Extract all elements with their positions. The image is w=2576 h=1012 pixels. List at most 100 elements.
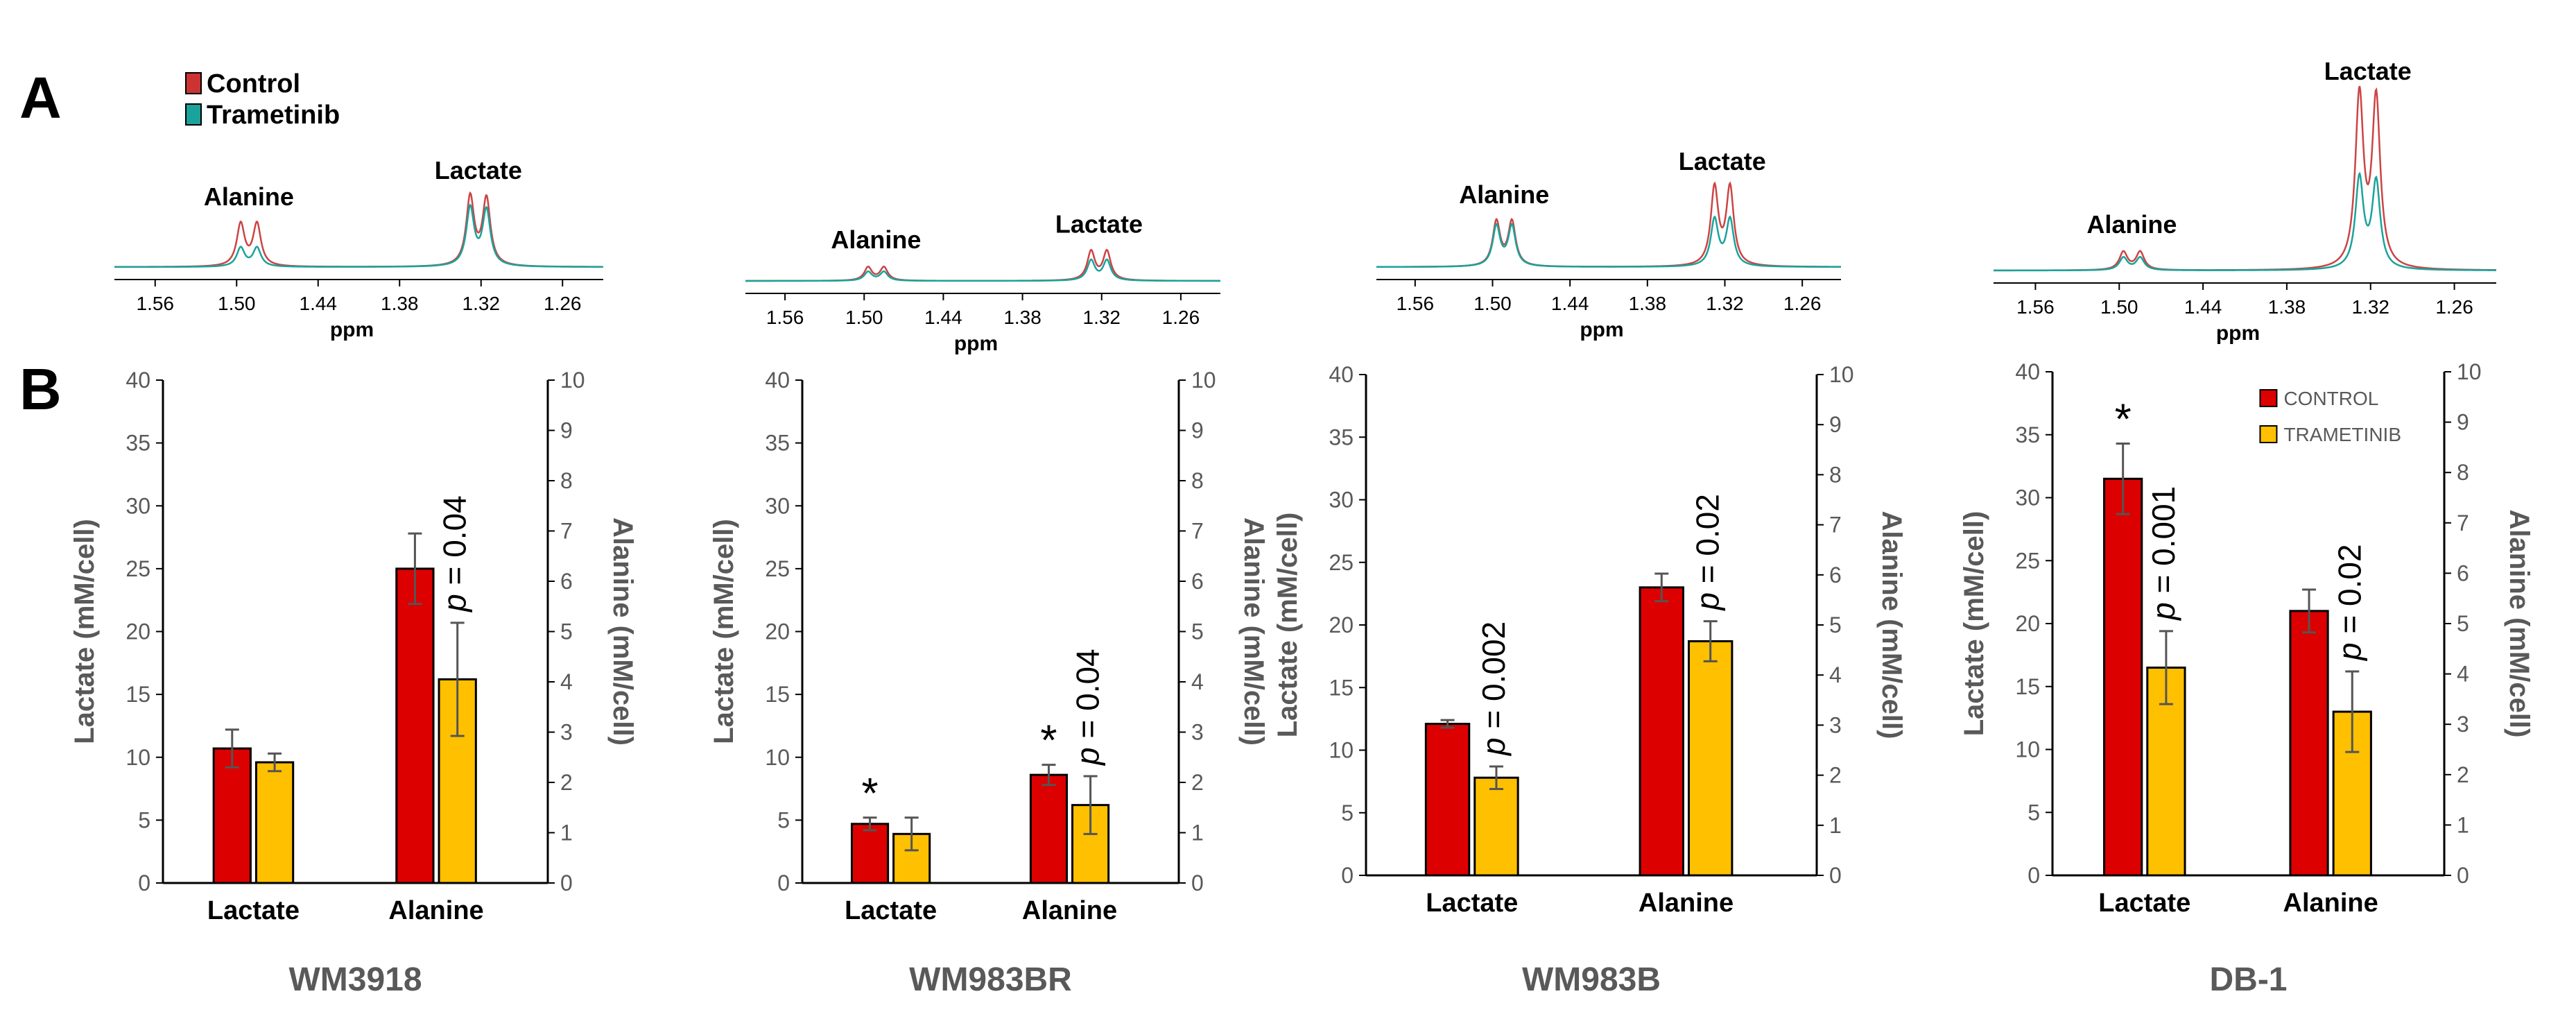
spectrum-tick-label: 1.50 [1473,293,1512,314]
y-tick-label-right: 2 [1829,763,1842,788]
y-tick-label-left: 0 [777,871,790,895]
peak-label-lactate: Lactate [435,156,522,185]
spectrum-WM983BR: 1.56 1.50 1.44 1.38 1.32 1.26 ppm Alanine Lactat… [745,209,1220,355]
p-value-symbol: p [1070,747,1106,766]
y-tick-label-left: 25 [1329,550,1354,575]
y-tick-label-right: 4 [1829,662,1842,687]
y-tick-label-left: 10 [1329,738,1354,763]
spectrum-tick-label: 1.32 [1706,293,1744,314]
p-value-number: = 0.04 [437,495,473,594]
p-value-symbol: p [1690,592,1726,612]
y-tick-label-right: 10 [1829,362,1854,387]
y-tick-label-right: 9 [1191,418,1204,443]
spectrum-tick-label: 1.44 [2184,296,2222,318]
y-tick-label-right: 10 [2457,359,2482,384]
y-tick-label-right: 3 [560,720,573,745]
p-value-number: = 0.02 [1690,494,1726,592]
spectrum-tick-label: 1.26 [544,293,582,314]
chart-title: DB-1 [2209,961,2287,998]
spectrum-tick-label: 1.38 [381,293,419,314]
spectrum-line-control [114,191,603,268]
category-label-alanine: Alanine [1639,889,1734,918]
category-label-lactate: Lactate [1426,889,1518,918]
spectrum-line-trametinib [1994,171,2496,272]
y-tick-label-right: 2 [560,770,573,795]
spectrum-line-trametinib [114,203,603,268]
y-tick-label-left: 35 [2015,422,2040,447]
spectrum-line-control [1376,181,1841,268]
y-tick-label-left: 25 [126,556,150,581]
y-tick-label-right: 6 [2457,560,2469,585]
spectrum-tick-label: 1.56 [137,293,175,314]
p-value-symbol: p [2145,602,2181,621]
y-tick-label-left: 0 [138,871,150,895]
spectrum-tick-label: 1.56 [766,307,804,328]
significance-asterisk: * [2115,395,2132,443]
spectrum-tick-label: 1.32 [463,293,501,314]
y-tick-label-right: 4 [1191,669,1204,694]
y-tick-label-left: 5 [2028,800,2040,825]
legend-label-trametinib: Trametinib [207,101,340,130]
spectrum-xlabel: ppm [1580,318,1623,341]
y-tick-label-right: 0 [2457,863,2469,888]
spectrum-WM3918: 1.56 1.50 1.44 1.38 1.32 1.26 ppm Alanine Lactat… [114,156,603,341]
y-tick-label-left: 35 [765,431,790,456]
spectrum-tick-label: 1.26 [1783,293,1822,314]
y-tick-label-right: 7 [2457,511,2469,535]
category-label-alanine: Alanine [1022,896,1117,925]
spectrum-line-control [1994,85,2497,272]
spectrum-tick-label: 1.26 [1162,307,1200,328]
y-axis-label-left: Lactate (mM/cell) [1272,513,1303,738]
y-axis-label-right: Alanine (mM/cell) [1876,511,1907,739]
y-tick-label-left: 20 [1329,612,1354,637]
y-tick-label-right: 8 [560,468,573,493]
spectrum-tick-label: 1.26 [2435,296,2473,318]
y-tick-label-right: 9 [1829,412,1842,437]
peak-label-alanine: Alanine [831,225,921,254]
legend-label-trametinib: TRAMETINIB [2283,424,2401,445]
y-tick-label-right: 6 [560,569,573,594]
spectrum-tick-label: 1.50 [2100,296,2138,318]
y-tick-label-right: 1 [560,821,573,846]
panel-label-a: A [19,65,62,130]
legend-swatch-trametinib [185,103,202,126]
y-tick-label-right: 10 [560,368,585,393]
chart-title: WM3918 [288,961,422,998]
p-value-label: p = 0.04 [437,495,473,613]
chart-title: WM983BR [909,961,1072,998]
y-tick-label-left: 5 [138,807,150,832]
spectra-layer: 1.56 1.50 1.44 1.38 1.32 1.26 ppm Alanine Lactat… [114,57,2497,355]
y-tick-label-left: 40 [126,368,150,393]
spectrum-tick-label: 1.38 [2268,296,2306,318]
spectrum-tick-label: 1.50 [845,307,883,328]
y-tick-label-left: 30 [126,493,150,518]
peak-label-alanine: Alanine [2086,210,2177,239]
y-tick-label-right: 8 [1191,468,1204,493]
y-tick-label-left: 30 [2015,486,2040,511]
peak-label-lactate: Lactate [1679,147,1766,175]
y-tick-label-right: 3 [1191,720,1204,745]
spectra-legend: Control Trametinib [185,69,340,130]
spectrum-tick-label: 1.56 [2016,296,2055,318]
p-value-number: = 0.04 [1070,649,1106,747]
y-tick-label-right: 3 [2457,712,2469,737]
y-tick-label-left: 10 [126,745,150,770]
y-tick-label-left: 30 [1329,488,1354,513]
y-tick-label-left: 20 [126,619,150,644]
spectrum-tick-label: 1.32 [1083,307,1121,328]
y-tick-label-right: 5 [1829,612,1842,637]
bar-control-alanine [1029,773,1069,884]
y-tick-label-left: 0 [1341,863,1354,888]
legend-label-control: CONTROL [2283,388,2378,409]
peak-label-lactate: Lactate [2324,57,2412,85]
spectrum-tick-label: 1.38 [1003,307,1041,328]
bar-trametinib-lactate [1473,776,1519,877]
bar-chart-DB-1: 0 5 10 15 20 25 30 35 40 0 1 2 3 4 5 6 7 8 9 10 Lactate (mM/… [1959,359,2534,998]
spectrum-tick-label: 1.44 [924,307,962,328]
spectrum-DB-1: 1.56 1.50 1.44 1.38 1.32 1.26 ppm Alanine Lactat… [1994,57,2497,345]
p-value-label: p = 0.04 [1070,649,1106,766]
chart-title: WM983B [1522,961,1661,998]
spectrum-xlabel: ppm [2216,322,2260,345]
bar-control-lactate [850,823,890,884]
